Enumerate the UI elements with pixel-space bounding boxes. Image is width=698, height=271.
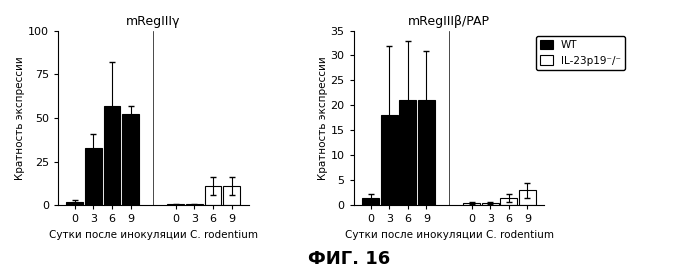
Title: mRegIIIγ: mRegIIIγ [126, 15, 181, 28]
Bar [205, 186, 221, 205]
Y-axis label: Кратность экспрессии: Кратность экспрессии [15, 56, 25, 180]
Bar [186, 204, 203, 205]
X-axis label: Сутки после инокуляции C. rodentium: Сутки после инокуляции C. rodentium [49, 230, 258, 240]
X-axis label: Сутки после инокуляции C. rodentium: Сутки после инокуляции C. rodentium [345, 230, 554, 240]
Bar [418, 100, 435, 205]
Bar [482, 203, 498, 205]
Bar [399, 100, 416, 205]
Bar [500, 198, 517, 205]
Bar [223, 186, 240, 205]
Bar [66, 202, 83, 205]
Y-axis label: Кратность экспрессии: Кратность экспрессии [318, 56, 327, 180]
Bar [85, 147, 102, 205]
Text: ФИГ. 16: ФИГ. 16 [308, 250, 390, 268]
Title: mRegIIIβ/PAP: mRegIIIβ/PAP [408, 15, 490, 28]
Bar [519, 190, 536, 205]
Bar [122, 114, 139, 205]
Bar [362, 198, 379, 205]
Bar [104, 106, 121, 205]
Legend: WT, IL-23p19⁻/⁻: WT, IL-23p19⁻/⁻ [536, 36, 625, 70]
Bar [463, 203, 480, 205]
Bar [381, 115, 398, 205]
Bar [168, 204, 184, 205]
